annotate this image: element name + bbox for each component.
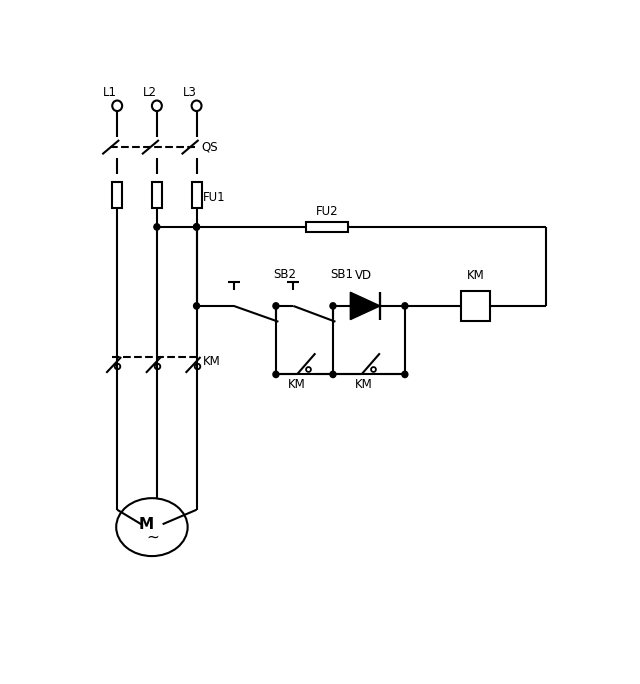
Circle shape <box>273 303 279 309</box>
Circle shape <box>154 224 160 230</box>
Text: L1: L1 <box>103 86 117 99</box>
Text: SB1: SB1 <box>330 267 353 280</box>
Text: L2: L2 <box>143 86 157 99</box>
Bar <box>306 222 348 232</box>
Text: M: M <box>138 517 154 532</box>
Bar <box>112 182 122 209</box>
Text: FU2: FU2 <box>316 205 338 218</box>
Bar <box>152 182 162 209</box>
Bar <box>191 182 202 209</box>
Circle shape <box>330 303 336 309</box>
Text: KM: KM <box>467 269 484 282</box>
Text: KM: KM <box>202 355 220 368</box>
Polygon shape <box>350 292 380 319</box>
Circle shape <box>402 303 408 309</box>
Circle shape <box>193 224 200 230</box>
Circle shape <box>273 371 279 378</box>
Text: KM: KM <box>288 378 306 391</box>
Circle shape <box>193 303 200 309</box>
Text: SB2: SB2 <box>273 267 296 280</box>
Text: ~: ~ <box>147 529 159 544</box>
Circle shape <box>330 371 336 378</box>
Circle shape <box>402 371 408 378</box>
Text: KM: KM <box>355 378 373 391</box>
Text: QS: QS <box>202 140 218 153</box>
Bar <box>461 291 490 321</box>
Text: FU1: FU1 <box>202 192 225 205</box>
Text: L3: L3 <box>182 86 196 99</box>
Circle shape <box>193 224 200 230</box>
Text: VD: VD <box>355 269 372 282</box>
